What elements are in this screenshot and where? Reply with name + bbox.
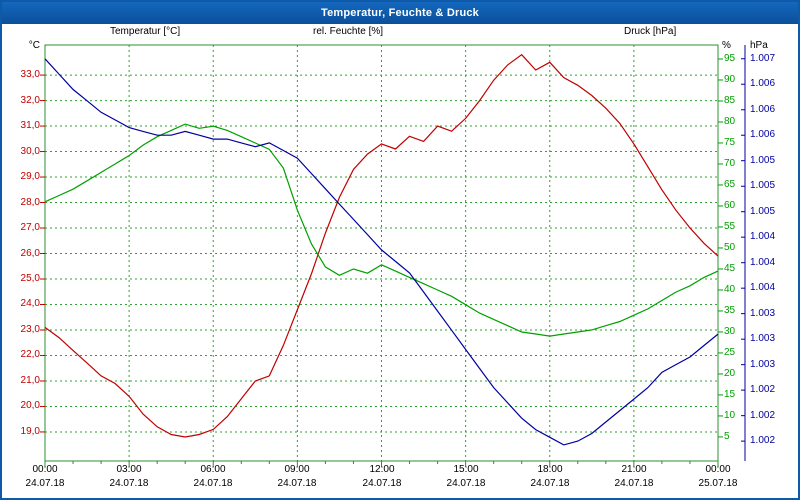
legend-temperature: Temperatur [°C] xyxy=(110,26,181,37)
temperature-series-line xyxy=(44,53,719,438)
time-label: 21:00 xyxy=(621,464,647,475)
humidity-tick-label: 70 xyxy=(724,158,736,169)
pressure-tick-label: 1.007 xyxy=(750,53,776,64)
temperature-tick-label: 33,0 xyxy=(20,69,40,80)
pressure-tick-label: 1.005 xyxy=(750,155,776,166)
window-title: Temperatur, Feuchte & Druck xyxy=(320,7,479,19)
pressure-tick-label: 1.002 xyxy=(750,435,776,446)
humidity-tick-label: 85 xyxy=(724,95,736,106)
pressure-tick-label: 1.006 xyxy=(750,78,776,89)
humidity-tick-label: 25 xyxy=(724,347,736,358)
temperature-axis-unit: °C xyxy=(28,40,40,51)
date-label: 25.07.18 xyxy=(698,478,738,489)
plot-area xyxy=(40,44,746,467)
humidity-axis-unit: % xyxy=(722,40,731,51)
humidity-tick-label: 15 xyxy=(724,389,736,400)
time-label: 18:00 xyxy=(537,464,563,475)
humidity-series-line xyxy=(44,123,719,337)
pressure-axis-unit: hPa xyxy=(750,40,768,51)
humidity-tick-label: 60 xyxy=(724,200,736,211)
pressure-tick-label: 1.005 xyxy=(750,180,776,191)
pressure-tick-label: 1.004 xyxy=(750,257,776,268)
temperature-tick-label: 25,0 xyxy=(20,273,40,284)
temperature-tick-label: 23,0 xyxy=(20,324,40,335)
date-label: 24.07.18 xyxy=(446,478,486,489)
humidity-tick-label: 5 xyxy=(724,431,730,442)
plot-frame xyxy=(44,44,719,462)
temperature-tick-label: 32,0 xyxy=(20,95,40,106)
time-label: 15:00 xyxy=(453,464,479,475)
humidity-tick-label: 95 xyxy=(724,53,736,64)
date-label: 24.07.18 xyxy=(614,478,654,489)
window-titlebar: Temperatur, Feuchte & Druck xyxy=(2,2,798,24)
legend-pressure: Druck [hPa] xyxy=(624,26,677,37)
time-label: 03:00 xyxy=(116,464,142,475)
humidity-tick-label: 50 xyxy=(724,242,736,253)
pressure-tick-label: 1.002 xyxy=(750,410,776,421)
temperature-tick-label: 29,0 xyxy=(20,171,40,182)
date-label: 24.07.18 xyxy=(193,478,233,489)
humidity-tick-label: 30 xyxy=(724,326,736,337)
date-label: 24.07.18 xyxy=(362,478,402,489)
pressure-tick-label: 1.003 xyxy=(750,333,776,344)
pressure-tick-label: 1.003 xyxy=(750,359,776,370)
pressure-tick-label: 1.002 xyxy=(750,384,776,395)
humidity-tick-label: 80 xyxy=(724,116,736,127)
humidity-tick-label: 65 xyxy=(724,179,736,190)
temperature-tick-label: 31,0 xyxy=(20,120,40,131)
date-label: 24.07.18 xyxy=(530,478,570,489)
temperature-tick-label: 19,0 xyxy=(20,426,40,437)
time-label: 06:00 xyxy=(200,464,226,475)
time-label: 00:00 xyxy=(705,464,731,475)
pressure-tick-label: 1.003 xyxy=(750,308,776,319)
time-label: 00:00 xyxy=(32,464,58,475)
humidity-tick-label: 35 xyxy=(724,305,736,316)
date-label: 24.07.18 xyxy=(109,478,149,489)
pressure-series-line xyxy=(44,58,719,446)
pressure-tick-label: 1.006 xyxy=(750,129,776,140)
temperature-tick-label: 28,0 xyxy=(20,197,40,208)
temperature-tick-label: 27,0 xyxy=(20,222,40,233)
date-label: 24.07.18 xyxy=(277,478,317,489)
pressure-tick-label: 1.005 xyxy=(750,206,776,217)
humidity-tick-label: 90 xyxy=(724,74,736,85)
humidity-tick-label: 45 xyxy=(724,263,736,274)
pressure-tick-label: 1.006 xyxy=(750,104,776,115)
legend-humidity: rel. Feuchte [%] xyxy=(312,26,384,37)
temperature-tick-label: 20,0 xyxy=(20,400,40,411)
date-label: 24.07.18 xyxy=(25,478,65,489)
chart-region: Temperatur [°C] rel. Feuchte [%] Druck [… xyxy=(2,24,798,498)
temperature-tick-label: 24,0 xyxy=(20,298,40,309)
temperature-tick-label: 21,0 xyxy=(20,375,40,386)
humidity-tick-label: 10 xyxy=(724,410,736,421)
pressure-tick-label: 1.004 xyxy=(750,231,776,242)
time-label: 12:00 xyxy=(369,464,395,475)
temperature-tick-label: 26,0 xyxy=(20,248,40,259)
pressure-tick-label: 1.004 xyxy=(750,282,776,293)
humidity-tick-label: 55 xyxy=(724,221,736,232)
humidity-tick-label: 75 xyxy=(724,137,736,148)
temperature-tick-label: 30,0 xyxy=(20,146,40,157)
humidity-tick-label: 40 xyxy=(724,284,736,295)
humidity-tick-label: 20 xyxy=(724,368,736,379)
time-label: 09:00 xyxy=(284,464,310,475)
temperature-tick-label: 22,0 xyxy=(20,349,40,360)
